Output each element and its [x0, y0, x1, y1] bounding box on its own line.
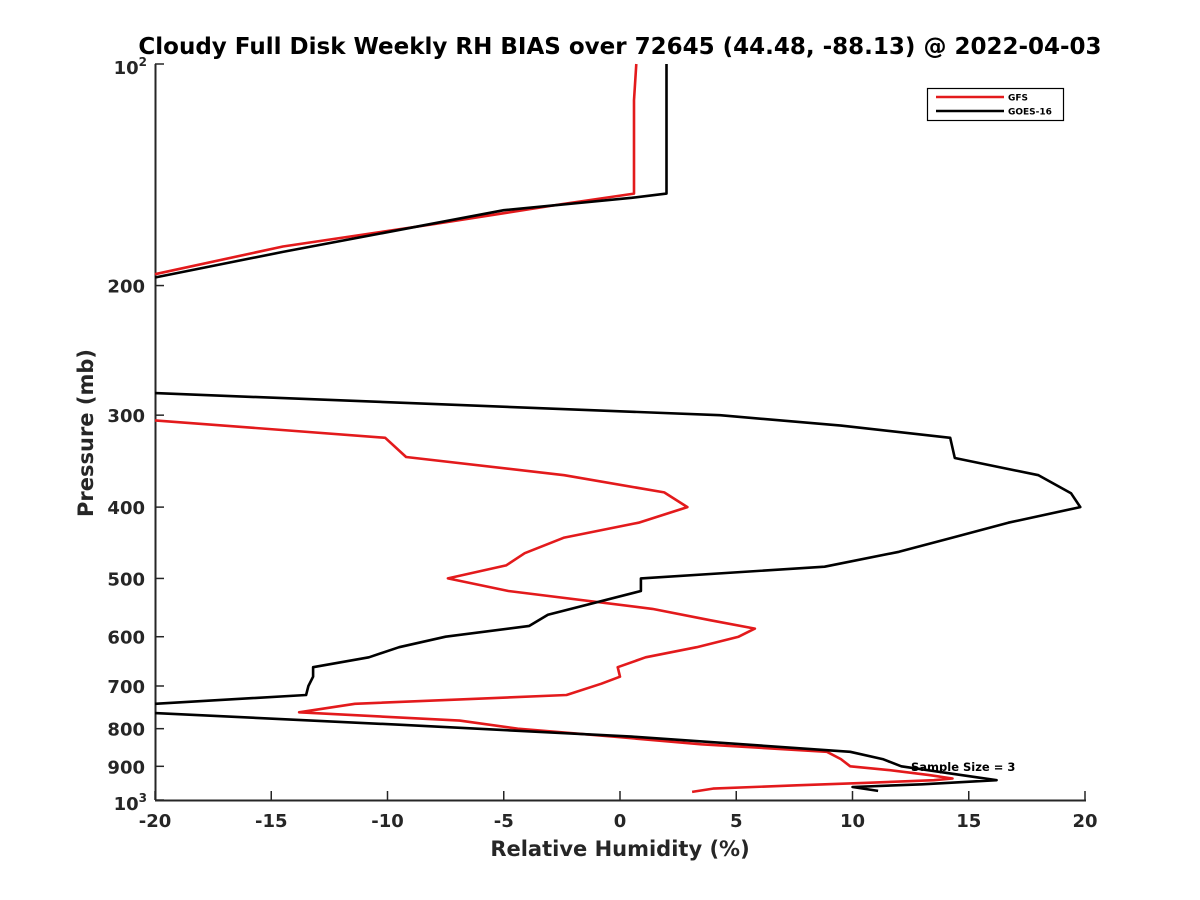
- y-axis-ticks: 102 200 300 400 500 600 700 800 900 103: [107, 55, 164, 815]
- y-tick-label: 900: [107, 757, 145, 778]
- legend: GFS GOES-16: [926, 87, 1065, 122]
- x-axis-ticks: -20 -15 -10 -5 0 5 10 15 20: [139, 791, 1098, 832]
- x-tick-label: 5: [730, 811, 743, 832]
- legend-box: [926, 87, 1065, 122]
- legend-label-goes16: GOES-16: [1008, 108, 1052, 118]
- x-tick-label: 15: [956, 811, 981, 832]
- x-tick-label: -10: [371, 811, 404, 832]
- x-tick-label: -5: [494, 811, 514, 832]
- x-tick-label: -20: [139, 811, 172, 832]
- y-tick-label: 600: [107, 628, 145, 649]
- chart-title: Cloudy Full Disk Weekly RH BIAS over 726…: [138, 34, 1101, 60]
- y-tick-label: 700: [107, 677, 145, 698]
- y-tick-label: 200: [107, 277, 145, 298]
- legend-label-gfs: GFS: [1008, 94, 1028, 104]
- x-tick-label: -15: [255, 811, 288, 832]
- y-tick-label: 102: [114, 55, 147, 79]
- y-tick-label: 103: [114, 791, 147, 815]
- series-layer: [154, 63, 1082, 794]
- x-tick-label: 20: [1072, 811, 1097, 832]
- x-tick-label: 10: [840, 811, 865, 832]
- x-axis-label: Relative Humidity (%): [490, 837, 749, 861]
- x-tick-label: 0: [614, 811, 627, 832]
- y-tick-label: 500: [107, 569, 145, 590]
- series-line-goes16: [154, 64, 1082, 793]
- y-axis-label: Pressure (mb): [74, 349, 98, 517]
- sample-size-annotation: Sample Size = 3: [911, 760, 1015, 774]
- series-line-gfs: [154, 63, 954, 794]
- axes: [154, 64, 1086, 802]
- y-tick-label: 300: [107, 406, 145, 427]
- y-tick-label: 400: [107, 498, 145, 519]
- y-tick-label: 800: [107, 720, 145, 741]
